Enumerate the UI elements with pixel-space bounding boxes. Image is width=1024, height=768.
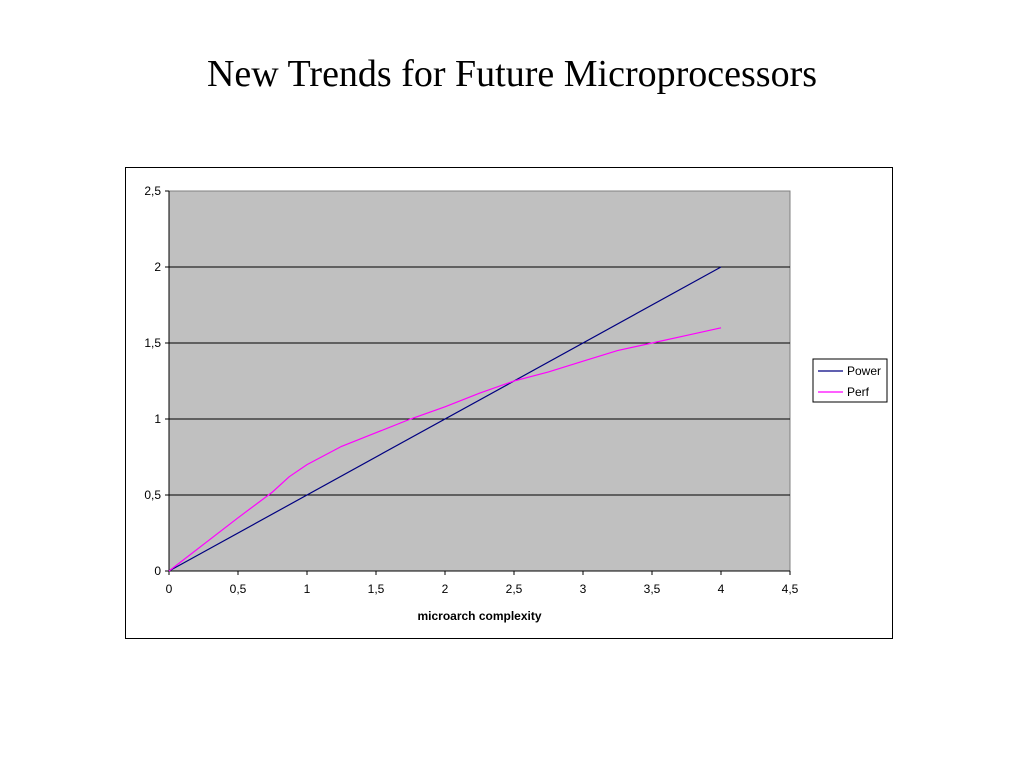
x-tick-label-1: 0,5 — [230, 582, 247, 596]
x-tick-label-4: 2 — [442, 582, 449, 596]
chart-frame: 0 0,5 1 1,5 2 2,5 0 0,5 1 1,5 2 2,5 3 3,5 4 4,5 microa… — [125, 167, 893, 639]
slide-title: New Trends for Future Microprocessors — [206, 53, 818, 95]
y-tick-label-5: 2,5 — [144, 184, 161, 198]
x-tick-label-0: 0 — [166, 582, 173, 596]
x-axis-title: microarch complexity — [417, 609, 541, 623]
y-tick-label-1: 0,5 — [144, 488, 161, 502]
plot-area — [168, 190, 791, 572]
legend-label-perf: Perf — [847, 385, 870, 399]
x-tick-label-3: 1,5 — [368, 582, 385, 596]
x-tick-label-7: 3,5 — [644, 582, 661, 596]
x-tick-label-2: 1 — [304, 582, 311, 596]
series-line-power — [168, 266, 722, 572]
x-tick-label-6: 3 — [580, 582, 587, 596]
y-tick-label-4: 2 — [154, 260, 161, 274]
grid-lines — [169, 266, 790, 496]
y-tick-label-2: 1 — [154, 412, 161, 426]
legend-box — [812, 358, 888, 403]
x-tick-label-8: 4 — [718, 582, 725, 596]
x-tick-label-9: 4,5 — [782, 582, 799, 596]
y-axis-ticks: 0 0,5 1 1,5 2 2,5 — [144, 184, 169, 578]
legend: Power Perf — [812, 358, 888, 403]
y-tick-label-3: 1,5 — [144, 336, 161, 350]
x-tick-label-5: 2,5 — [506, 582, 523, 596]
series-lines — [168, 266, 722, 572]
axes — [168, 191, 790, 572]
y-tick-label-0: 0 — [154, 564, 161, 578]
line-chart: 0 0,5 1 1,5 2 2,5 0 0,5 1 1,5 2 2,5 3 3,5 4 4,5 microa… — [144, 184, 888, 623]
x-axis-ticks: 0 0,5 1 1,5 2 2,5 3 3,5 4 4,5 — [166, 571, 799, 596]
series-line-perf — [168, 327, 722, 572]
legend-label-power: Power — [847, 364, 881, 378]
